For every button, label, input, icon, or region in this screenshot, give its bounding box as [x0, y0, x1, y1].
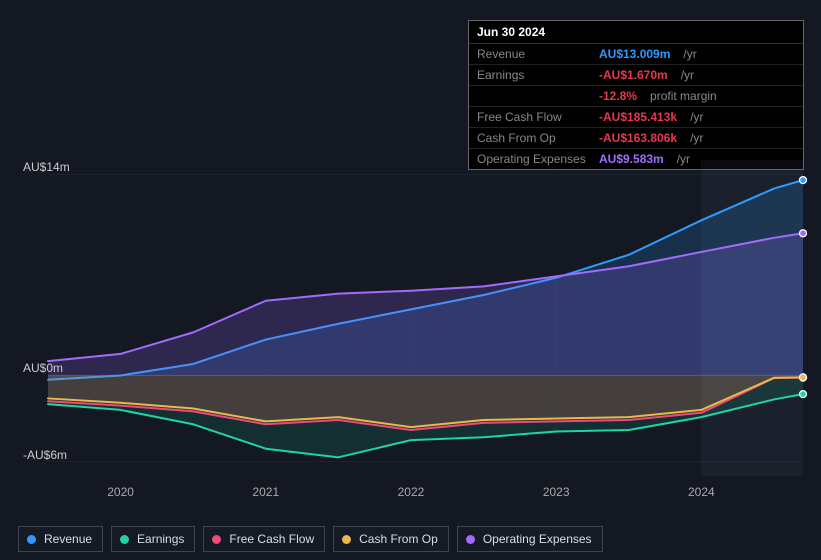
- legend-dot-icon: [342, 535, 351, 544]
- tooltip-metric-value: AU$13.009m: [599, 48, 670, 60]
- tooltip-row: Cash From Op -AU$163.806k/yr: [469, 128, 803, 149]
- tooltip-metric-unit: /yr: [690, 132, 703, 144]
- y-axis-tick: AU$14m: [23, 160, 70, 174]
- legend-item-fcf[interactable]: Free Cash Flow: [203, 526, 325, 552]
- y-axis-tick: -AU$6m: [23, 448, 67, 462]
- tooltip-row: Earnings -AU$1.670m/yr: [469, 65, 803, 86]
- tooltip-metric-unit: /yr: [683, 48, 696, 60]
- tooltip-metric-label: Earnings: [477, 69, 589, 81]
- chart-svg: [18, 160, 803, 480]
- legend-label: Revenue: [44, 532, 92, 546]
- tooltip-metric-value: -AU$185.413k: [599, 111, 677, 123]
- y-axis-tick: AU$0m: [23, 361, 63, 375]
- chart-legend: Revenue Earnings Free Cash Flow Cash From O…: [18, 526, 603, 552]
- tooltip-row: Revenue AU$13.009m/yr: [469, 44, 803, 65]
- legend-item-cfo[interactable]: Cash From Op: [333, 526, 449, 552]
- legend-item-earnings[interactable]: Earnings: [111, 526, 195, 552]
- legend-label: Free Cash Flow: [229, 532, 314, 546]
- legend-dot-icon: [120, 535, 129, 544]
- legend-item-opex[interactable]: Operating Expenses: [457, 526, 603, 552]
- x-axis-tick: 2024: [688, 485, 715, 499]
- tooltip-date: Jun 30 2024: [469, 21, 803, 44]
- x-axis-tick: 2022: [398, 485, 425, 499]
- x-axis-tick: 2023: [543, 485, 570, 499]
- x-axis-tick: 2020: [107, 485, 134, 499]
- legend-dot-icon: [466, 535, 475, 544]
- legend-item-revenue[interactable]: Revenue: [18, 526, 103, 552]
- legend-label: Earnings: [137, 532, 184, 546]
- legend-label: Cash From Op: [359, 532, 438, 546]
- tooltip-metric-label: Free Cash Flow: [477, 111, 589, 123]
- legend-dot-icon: [212, 535, 221, 544]
- x-axis-tick: 2021: [252, 485, 279, 499]
- tooltip-metric-label: Cash From Op: [477, 132, 589, 144]
- tooltip-row: Free Cash Flow -AU$185.413k/yr: [469, 107, 803, 128]
- tooltip-metric-unit: /yr: [681, 69, 694, 81]
- tooltip-metric-unit: /yr: [690, 111, 703, 123]
- legend-label: Operating Expenses: [483, 532, 592, 546]
- financial-chart[interactable]: AU$14mAU$0m-AU$6m 20202021202220232024: [18, 160, 803, 480]
- tooltip-row: -12.8% profit margin: [469, 86, 803, 107]
- tooltip-metric-value: -12.8%: [599, 90, 637, 102]
- tooltip-metric-value: -AU$163.806k: [599, 132, 677, 144]
- legend-dot-icon: [27, 535, 36, 544]
- tooltip-metric-value: -AU$1.670m: [599, 69, 668, 81]
- tooltip-metric-unit: profit margin: [650, 90, 717, 102]
- tooltip-metric-label: Revenue: [477, 48, 589, 60]
- chart-tooltip: Jun 30 2024RevenueAU$13.009m/yrEarnings-…: [468, 20, 804, 170]
